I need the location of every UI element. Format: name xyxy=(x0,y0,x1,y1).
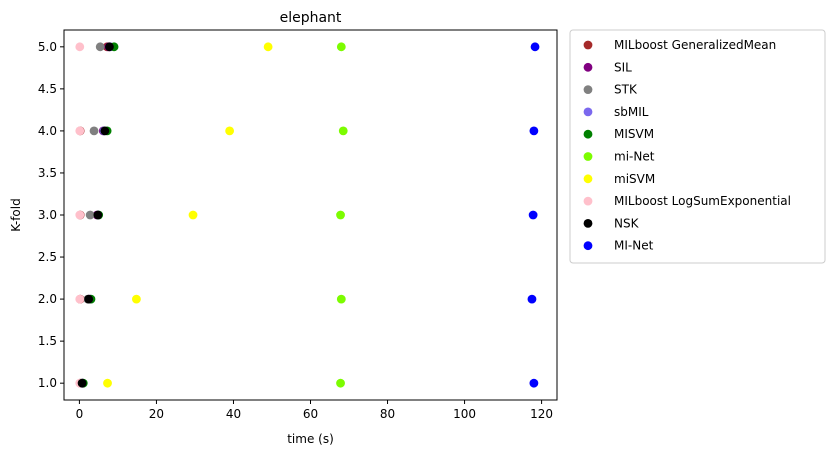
legend-marker xyxy=(583,62,593,72)
legend-label: miSVM xyxy=(614,172,655,186)
legend-marker xyxy=(583,129,593,139)
data-point xyxy=(336,210,345,220)
data-point xyxy=(84,294,94,304)
x-tick-label: 0 xyxy=(76,407,84,421)
y-tick-label: 1.5 xyxy=(38,334,57,348)
legend-label: SIL xyxy=(614,60,632,74)
plot-frame xyxy=(63,29,558,401)
legend-label: sbMIL xyxy=(614,105,649,119)
data-point xyxy=(530,42,540,52)
y-tick-label: 5.0 xyxy=(38,40,57,54)
legend-entry: MI-Net xyxy=(583,239,654,253)
legend-entry: STK xyxy=(583,83,638,97)
x-tick-label: 100 xyxy=(453,407,476,421)
legend: MILboost GeneralizedMean SIL STK sbMIL MISVM… xyxy=(569,29,826,264)
data-point xyxy=(77,378,87,388)
legend-frame xyxy=(569,29,826,264)
legend-label: mi-Net xyxy=(614,150,655,164)
y-tick-label: 2.0 xyxy=(38,292,57,306)
legend-entry: mi-Net xyxy=(583,150,655,164)
series-misvm xyxy=(103,42,273,388)
data-point xyxy=(263,42,273,52)
legend-entry: SIL xyxy=(583,60,632,74)
y-tick-label: 1.0 xyxy=(38,376,57,390)
series-nsk xyxy=(77,42,114,388)
legend-label: MILboost LogSumExponential xyxy=(614,194,791,208)
legend-label: NSK xyxy=(614,216,640,230)
legend-marker xyxy=(583,85,593,94)
chart-title: elephant xyxy=(280,10,342,26)
data-point xyxy=(95,42,105,52)
legend-entry: MILboost GeneralizedMean xyxy=(583,38,776,52)
data-point xyxy=(527,294,537,304)
data-point xyxy=(336,42,346,52)
legend-marker xyxy=(583,40,593,50)
series-mi-net xyxy=(527,42,540,388)
data-point xyxy=(225,126,235,136)
legend-entry: NSK xyxy=(583,216,640,230)
y-tick-label: 4.0 xyxy=(38,124,57,138)
data-point xyxy=(188,210,198,220)
legend-marker xyxy=(583,219,593,228)
data-point xyxy=(528,210,538,220)
data-point xyxy=(89,126,99,136)
legend-label: MISVM xyxy=(614,127,654,141)
data-point xyxy=(336,378,345,388)
x-tick-label: 40 xyxy=(226,407,241,421)
y-tick-label: 2.5 xyxy=(38,250,57,264)
y-tick-label: 4.5 xyxy=(38,82,57,96)
data-point xyxy=(75,294,85,304)
data-point xyxy=(105,42,114,52)
data-point xyxy=(93,210,103,220)
legend-marker xyxy=(583,152,593,161)
plot-marks xyxy=(75,42,540,388)
x-tick-label: 20 xyxy=(149,407,164,421)
data-point xyxy=(336,294,346,304)
data-point xyxy=(100,126,110,136)
legend-label: STK xyxy=(614,83,638,97)
legend-entry: miSVM xyxy=(583,172,655,186)
data-point xyxy=(338,126,348,136)
x-tick-label: 80 xyxy=(380,407,395,421)
x-tick-label: 60 xyxy=(303,407,318,421)
legend-entry: MISVM xyxy=(583,127,654,141)
legend-marker xyxy=(583,241,593,251)
series-mi-net xyxy=(336,42,348,388)
y-tick-label: 3.0 xyxy=(38,208,57,222)
data-point xyxy=(85,210,95,220)
legend-marker xyxy=(583,174,593,184)
legend-label: MILboost GeneralizedMean xyxy=(614,38,776,52)
legend-marker xyxy=(583,196,593,206)
data-point xyxy=(529,126,539,136)
y-axis: 1.0 1.5 2.0 2.5 3.0 3.5 4.0 4.5 5.0 xyxy=(38,40,64,390)
y-axis-title: K-fold xyxy=(9,198,23,231)
x-axis-title: time (s) xyxy=(287,432,334,446)
data-point xyxy=(75,42,85,52)
data-point xyxy=(75,210,85,220)
series-milboost-logsumexponential xyxy=(75,42,85,388)
y-tick-label: 3.5 xyxy=(38,166,57,180)
legend-marker xyxy=(583,107,593,117)
x-tick-label: 120 xyxy=(530,407,553,421)
legend-label: MI-Net xyxy=(614,239,654,253)
data-point xyxy=(132,294,141,304)
legend-entry: sbMIL xyxy=(583,105,649,119)
legend-entry: MILboost LogSumExponential xyxy=(583,194,791,208)
data-point xyxy=(103,378,112,388)
data-point xyxy=(529,378,539,388)
x-axis: 0 20 40 60 80 100 120 xyxy=(76,400,553,421)
data-point xyxy=(75,126,85,136)
